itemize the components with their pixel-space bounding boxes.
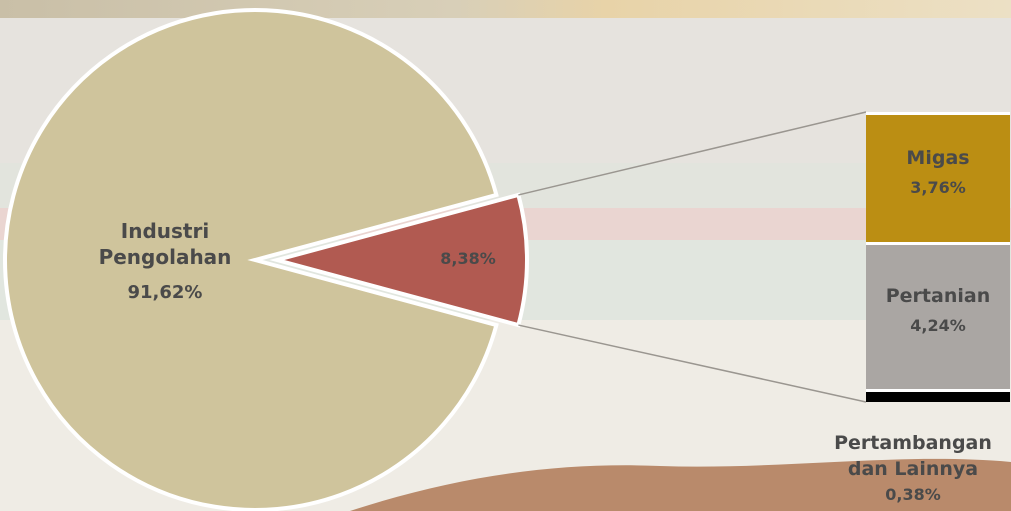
segment-label: Pertanian 4,24% <box>866 281 1010 341</box>
segment-name: Migas <box>906 147 970 170</box>
segment-label: Migas 3,76% <box>866 143 1010 203</box>
connector-line <box>518 111 867 196</box>
pie-slice-industri-pengolahan <box>3 8 499 511</box>
pie-slice-other <box>269 192 529 328</box>
breakdown-segment <box>866 242 1010 389</box>
segment-name: Pertambangan <box>834 432 992 454</box>
slice-value-label: 91,62% <box>128 282 203 303</box>
decorative-wave <box>350 458 1011 511</box>
segment-label-outside: Pertambangan dan Lainnya 0,38% <box>816 430 1010 508</box>
segment-value: 4,24% <box>910 316 966 336</box>
slice-value-label: 8,38% <box>440 249 496 268</box>
slice-label: Pengolahan <box>99 245 232 269</box>
segment-value: 3,76% <box>910 178 966 198</box>
slice-label: Industri <box>121 219 209 243</box>
connector-line <box>518 324 867 403</box>
segment-name: dan Lainnya <box>847 458 979 480</box>
breakdown-segment <box>866 388 1010 402</box>
segment-name: Pertanian <box>885 285 991 308</box>
segment-value: 0,38% <box>885 485 941 504</box>
breakdown-segment <box>866 112 1010 243</box>
